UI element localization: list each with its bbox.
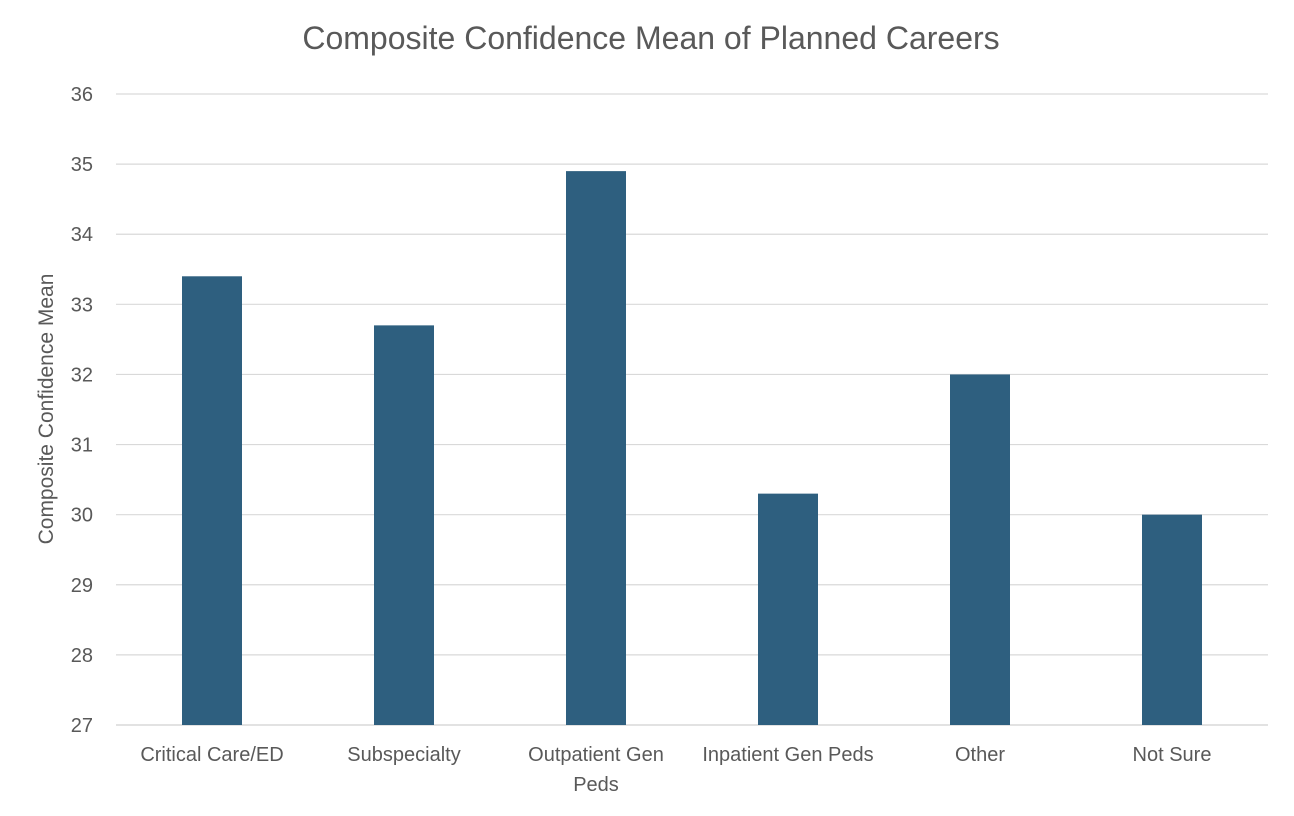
x-axis-labels: Critical Care/ED Subspecialty Outpatient G… — [140, 744, 1211, 796]
y-tick-label: 27 — [71, 715, 93, 737]
y-tick-label: 36 — [71, 84, 93, 106]
x-tick-label: Critical Care/ED — [140, 744, 283, 766]
bar — [758, 493, 818, 725]
y-tick-label: 35 — [71, 154, 93, 176]
y-tick-label: 31 — [71, 435, 93, 457]
x-tick-label: Inpatient Gen Peds — [702, 744, 873, 766]
y-tick-label: 30 — [71, 505, 93, 527]
x-tick-label-line: Subspecialty — [347, 744, 460, 766]
x-tick-label-line: Critical Care/ED — [140, 744, 283, 766]
x-tick-label: Not Sure — [1133, 744, 1212, 766]
bars — [182, 171, 1202, 726]
bar — [1142, 514, 1202, 725]
x-tick-label-line: Inpatient Gen Peds — [702, 744, 873, 766]
y-axis-label: Composite Confidence Mean — [35, 274, 58, 545]
y-axis-ticks: 27 28 29 30 31 32 33 34 35 36 — [71, 84, 93, 737]
x-tick-label: Subspecialty — [347, 744, 460, 766]
gridlines — [116, 93, 1268, 726]
x-tick-label-line: Other — [955, 744, 1005, 766]
x-tick-label: Outpatient Gen Peds — [528, 744, 664, 796]
y-tick-label: 33 — [71, 294, 93, 316]
bar — [950, 374, 1010, 725]
y-tick-label: 28 — [71, 645, 93, 667]
x-tick-label-line: Not Sure — [1133, 744, 1212, 766]
y-tick-label: 29 — [71, 575, 93, 597]
bar — [182, 276, 242, 725]
bar — [374, 325, 434, 725]
chart-title: Composite Confidence Mean of Planned Car… — [302, 20, 999, 56]
x-tick-label: Other — [955, 744, 1005, 766]
bar — [566, 171, 626, 726]
y-tick-label: 32 — [71, 364, 93, 386]
x-tick-label-line: Outpatient Gen — [528, 744, 664, 766]
y-tick-label: 34 — [71, 224, 93, 246]
x-tick-label-line: Peds — [573, 774, 619, 796]
